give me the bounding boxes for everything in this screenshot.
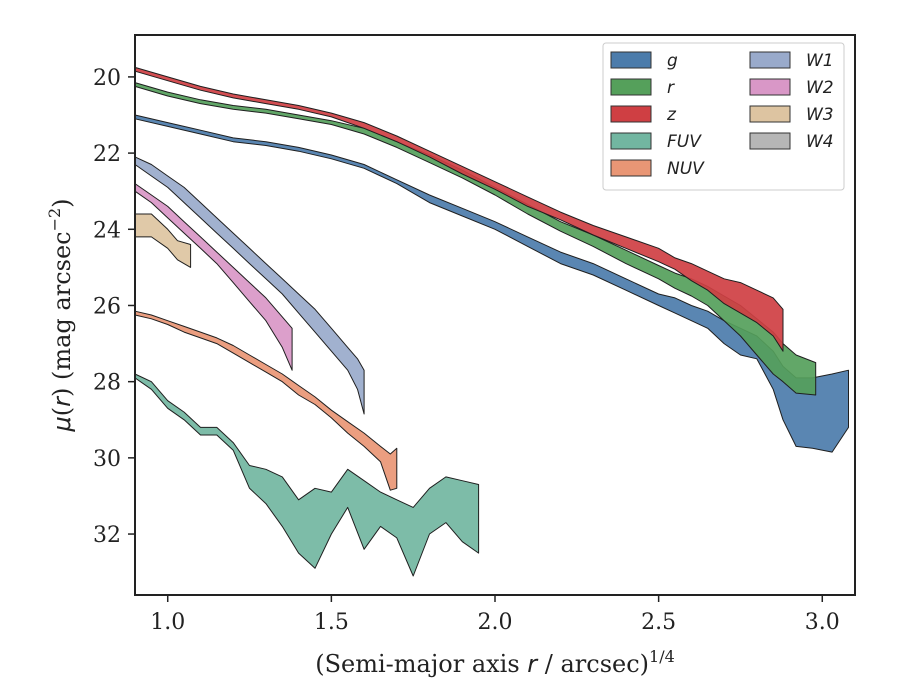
- band-w3: [134, 213, 192, 268]
- legend-label-fuv: FUV: [667, 132, 702, 152]
- y-tick-label: 28: [93, 371, 121, 396]
- legend: grz FUV NUV W1 W2 W3 W4: [602, 42, 845, 191]
- x-tick-label: 3.0: [805, 610, 840, 635]
- legend-label-g: g: [667, 51, 678, 71]
- legend-label-z: z: [666, 105, 677, 125]
- x-tick-label: 2.0: [478, 610, 513, 635]
- y-title-close: ): [48, 388, 76, 397]
- legend-swatch-g: [610, 51, 652, 69]
- x-title-before: (Semi-major axis: [315, 650, 527, 678]
- y-tick-label: 24: [93, 218, 121, 243]
- y-axis: 20 22 24 26 28 30 32: [93, 66, 135, 548]
- legend-label-w1: W1: [806, 51, 834, 71]
- y-title-exponent: −2: [45, 208, 64, 232]
- legend-swatch-fuv: [610, 132, 652, 150]
- band-z: [134, 66, 784, 352]
- y-title-var: r: [48, 395, 76, 407]
- x-title-after: / arcsec): [537, 650, 649, 678]
- legend-swatch-w2: [749, 78, 791, 96]
- band-fuv: [134, 373, 480, 577]
- legend-swatch-r: [610, 78, 652, 96]
- legend-swatch-w3: [749, 105, 791, 123]
- legend-label-nuv: NUV: [667, 159, 705, 179]
- band-w2: [134, 183, 293, 371]
- y-tick-label: 20: [93, 66, 121, 91]
- legend-label-w4: W4: [806, 132, 834, 152]
- band-nuv: [134, 310, 398, 491]
- legend-label-w3: W3: [806, 105, 834, 125]
- legend-swatch-z: [610, 105, 652, 123]
- y-tick-label: 22: [93, 142, 121, 167]
- band-g: [134, 114, 849, 453]
- y-tick-label: 30: [93, 447, 121, 472]
- x-tick-label: 1.0: [150, 610, 185, 635]
- y-title-rest: (mag arcsec: [48, 231, 76, 387]
- y-tick-label: 26: [93, 294, 121, 319]
- y-tick-label: 32: [93, 523, 121, 548]
- y-title-open: (: [48, 407, 76, 416]
- y-title-end: ): [48, 198, 76, 207]
- legend-label-w2: W2: [806, 78, 834, 98]
- y-title-mu: μ: [48, 416, 76, 432]
- legend-swatch-w1: [749, 51, 791, 69]
- x-axis: 1.0 1.5 2.0 2.5 3.0: [150, 595, 840, 635]
- x-title-var: r: [527, 650, 539, 678]
- x-tick-label: 2.5: [641, 610, 676, 635]
- legend-label-r: r: [667, 78, 675, 98]
- x-tick-label: 1.5: [314, 610, 349, 635]
- x-title-exponent: 1/4: [649, 647, 675, 666]
- legend-swatch-nuv: [610, 159, 652, 177]
- y-axis-title: μ(r) (mag arcsec−2): [45, 198, 76, 432]
- series-layer: [134, 66, 849, 577]
- x-axis-title: (Semi-major axis r / arcsec)1/4: [315, 647, 675, 678]
- band-w1: [134, 156, 365, 415]
- legend-swatch-w4: [749, 132, 791, 150]
